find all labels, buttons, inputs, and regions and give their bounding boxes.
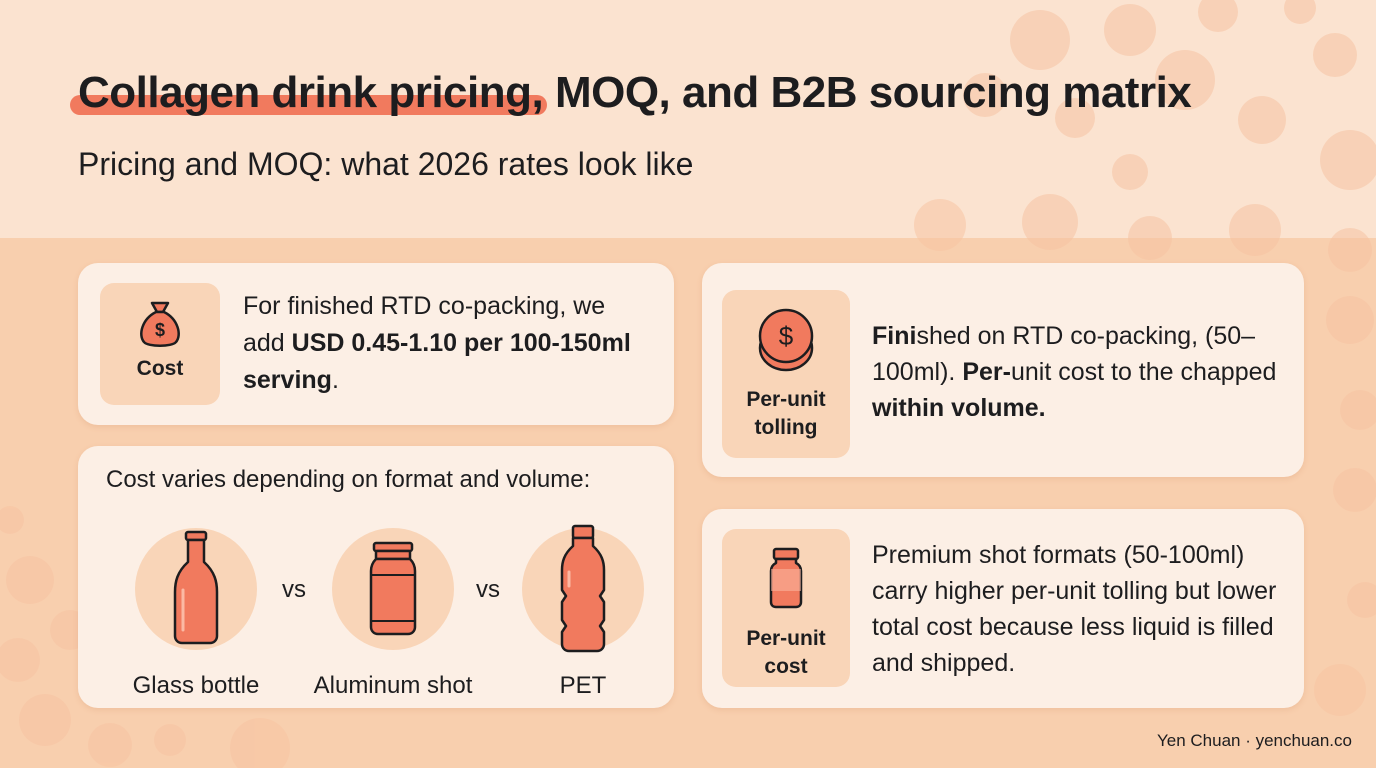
header-band — [0, 0, 1376, 238]
format-card-heading: Cost varies depending on format and volu… — [106, 466, 591, 493]
tolling-text-part-2: shed on RTD co-packing, (50–100ml). — [872, 322, 1256, 386]
tolling-card: $ Per-unit tolling Finished on RTD co-pa… — [702, 263, 1304, 477]
tolling-text-part-4: unit cost to the chapped — [1010, 358, 1277, 386]
cost-text-part-2: . — [331, 366, 339, 394]
page-subtitle: Pricing and MOQ: what 2026 rates look li… — [78, 146, 694, 182]
glass-bottle-icon — [173, 530, 219, 645]
pet-circle — [522, 524, 644, 653]
tolling-text-part-1: Fin — [872, 322, 910, 350]
cost-text-part-1: For finished RTD co-packing, we add — [243, 292, 606, 357]
unit-cost-card: Per-unit cost Premium shot formats (50-1… — [702, 509, 1304, 708]
title-highlight: Collagen drink pricing, — [78, 68, 544, 117]
cost-icon-box: $ Cost — [100, 283, 220, 405]
cost-label: Cost — [136, 357, 184, 380]
aluminum-shot-label: Aluminum shot — [313, 672, 473, 699]
unit-cost-label: Per-unit cost — [746, 627, 826, 678]
vs-label-2: vs — [476, 576, 500, 603]
vs-label-1: vs — [282, 576, 306, 603]
format-glass-bottle: Glass bottle — [106, 528, 286, 700]
aluminum-shot-circle — [332, 528, 454, 650]
cost-text-bold: USD 0.45-1.10 per 100-150ml serving — [243, 329, 631, 394]
format-pet: PET — [493, 524, 673, 700]
footer-credit: Yen Chuan · yenchuan.co — [1156, 731, 1352, 750]
svg-text:$: $ — [779, 321, 794, 351]
tolling-text-part-3: Per- — [962, 358, 1011, 386]
money-bag-icon: $ — [140, 301, 180, 347]
glass-bottle-circle — [135, 528, 257, 650]
pet-label: PET — [559, 672, 607, 699]
svg-text:$: $ — [155, 320, 165, 340]
unit-cost-text: Premium shot formats (50-100ml) carry hi… — [872, 541, 1277, 677]
format-aluminum-shot: Aluminum shot — [303, 528, 483, 700]
jar-icon — [369, 541, 417, 636]
unit-cost-icon-box: Per-unit cost — [722, 529, 850, 687]
page-title: Collagen drink pricing, MOQ, and B2B sou… — [78, 68, 1192, 118]
tolling-text-part-5: within volume. — [872, 394, 1046, 422]
tolling-label: Per-unit tolling — [746, 388, 826, 439]
glass-bottle-label: Glass bottle — [132, 672, 260, 699]
tolling-text-part-1b: i — [909, 322, 917, 350]
cost-card: $ Cost For finished RTD co-packing, we a… — [78, 263, 674, 425]
cost-text: For finished RTD co-packing, we add USD … — [243, 288, 653, 399]
small-bottle-icon — [769, 547, 803, 609]
pet-bottle-icon — [560, 524, 606, 653]
tolling-icon-box: $ Per-unit tolling — [722, 290, 850, 458]
coin-stack-icon: $ — [758, 308, 814, 372]
tolling-text: Finished on RTD co-packing, (50–100ml). … — [872, 318, 1282, 426]
title-rest: MOQ, and B2B sourcing matrix — [543, 68, 1192, 117]
format-card: Cost varies depending on format and volu… — [78, 446, 674, 708]
